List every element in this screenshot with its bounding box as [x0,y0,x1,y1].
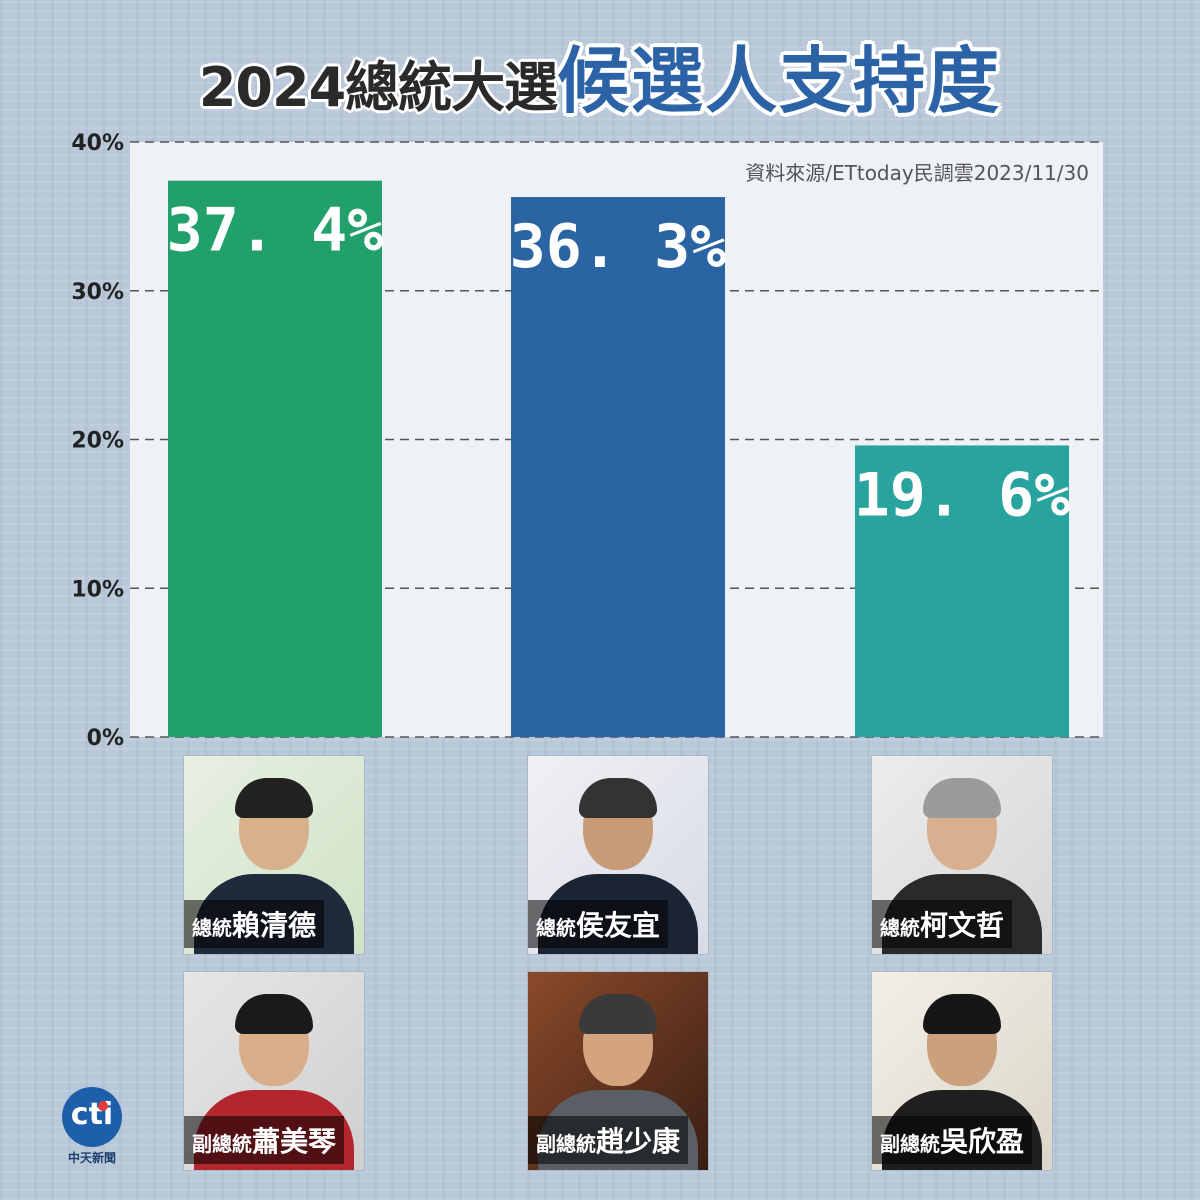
role-label: 總統 [880,916,920,940]
caption-president-3: 總統柯文哲 [872,900,1013,948]
role-label: 副總統 [192,1132,252,1156]
photo-vp-2: 副總統趙少康 [528,972,708,1170]
hair [923,778,1001,818]
hair [235,778,313,818]
name-label: 侯友宜 [576,909,661,942]
photo-president-1: 總統賴清德 [184,756,364,954]
bars: 37. 4% 36. 3% 19. 6% [167,180,1071,738]
page-title: 2024總統大選候選人支持度 [0,22,1200,127]
caption-vp-3: 副總統吳欣盈 [872,1116,1033,1164]
role-label: 總統 [536,916,576,940]
y-tick-label: 30% [71,280,124,305]
role-label: 副總統 [880,1132,940,1156]
hair [579,778,657,818]
photo-vp-3: 副總統吳欣盈 [872,972,1052,1170]
y-tick-label: 40% [71,131,124,156]
caption-president-1: 總統賴清德 [184,900,325,948]
hair [235,994,313,1034]
y-tick-label: 0% [87,726,124,751]
photo-president-2: 總統侯友宜 [528,756,708,954]
bar [855,445,1069,737]
name-label: 柯文哲 [920,909,1005,942]
role-label: 副總統 [536,1132,596,1156]
bar [168,180,382,738]
logo-mark: cti [62,1087,122,1147]
bar-chart: 0% 10% 20% 30% 40% 37. 4% 36. 3% 19. 6% 資料來源/E… [71,131,1103,751]
hair [579,994,657,1034]
bar [511,197,725,738]
name-label: 賴清德 [232,909,317,942]
bar-value-label: 19. 6% [854,460,1071,530]
role-label: 總統 [192,916,232,940]
name-label: 趙少康 [596,1125,681,1158]
y-tick-label: 10% [71,577,124,602]
cti-logo: cti 中天新聞 [56,1087,128,1166]
logo-subtitle: 中天新聞 [67,1151,116,1165]
y-tick-label: 20% [71,429,124,454]
photo-vp-1: 副總統蕭美琴 [184,972,364,1170]
bar-value-label: 37. 4% [167,196,384,266]
hair [923,994,1001,1034]
logo-dot [98,1101,108,1111]
bar-value-label: 36. 3% [510,212,727,282]
photo-president-3: 總統柯文哲 [872,756,1052,954]
title-part1: 2024總統大選 [198,56,558,119]
caption-president-2: 總統侯友宜 [528,900,669,948]
title-part2: 候選人支持度 [557,39,1002,123]
caption-vp-1: 副總統蕭美琴 [184,1116,345,1164]
y-axis-ticks: 0% 10% 20% 30% 40% [71,131,124,751]
caption-vp-2: 副總統趙少康 [528,1116,689,1164]
name-label: 蕭美琴 [252,1125,337,1158]
source-note: 資料來源/ETtoday民調雲2023/11/30 [745,161,1089,185]
name-label: 吳欣盈 [940,1125,1025,1158]
